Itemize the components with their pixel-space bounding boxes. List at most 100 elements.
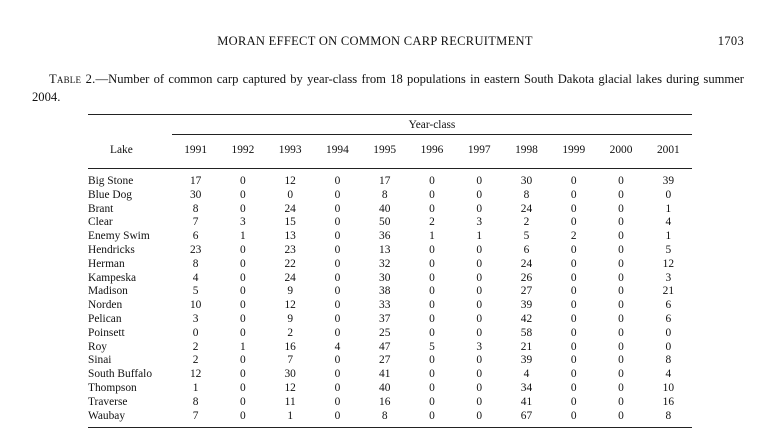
count-cell: 10 (662, 381, 675, 394)
count-cell: 40 (379, 202, 391, 215)
count-cell: 0 (618, 395, 624, 408)
count-cell: 0 (570, 340, 577, 353)
count-cell: 0 (429, 175, 435, 187)
count-cell: 0 (476, 285, 483, 298)
count-cell: 0 (240, 285, 246, 298)
count-cell: 3 (476, 216, 483, 229)
count-cell: 30 (520, 175, 533, 187)
count-cell: 0 (476, 299, 483, 312)
table-body: Big Stone 17 0 12 0 17 0 0 30 0 0 39 Blue Dog 30 0 0 0 8 0… (88, 175, 692, 423)
count-cell: 0 (618, 312, 624, 325)
count-cell: 11 (284, 395, 296, 408)
count-cell: 0 (334, 243, 341, 256)
count-cell: 0 (240, 299, 246, 312)
count-cell: 17 (189, 175, 202, 187)
count-cell: 8 (192, 202, 199, 215)
count-cell: 0 (618, 216, 624, 229)
count-cell: 0 (429, 299, 435, 312)
count-cell: 0 (240, 354, 246, 367)
count-cell: 0 (240, 188, 246, 201)
header-group-row: Year-class (88, 115, 693, 135)
lake-name-cell: Poinsett (88, 326, 125, 339)
count-cell: 8 (381, 188, 388, 201)
count-cell: 0 (570, 271, 577, 284)
year-column-header: 1994 (326, 144, 349, 156)
count-cell: 27 (379, 354, 391, 367)
lake-column-header: Lake (110, 143, 133, 156)
count-cell: 0 (570, 312, 577, 325)
count-cell: 2 (287, 326, 294, 339)
count-cell: 0 (334, 299, 341, 312)
count-cell: 3 (192, 312, 199, 325)
count-cell: 23 (189, 243, 202, 256)
count-cell: 2 (570, 230, 577, 243)
count-cell: 8 (523, 188, 530, 201)
count-cell: 0 (476, 243, 483, 256)
year-column-header: 2001 (656, 144, 680, 156)
count-cell: 0 (618, 299, 624, 312)
year-column-header: 1998 (515, 144, 538, 156)
count-cell: 0 (570, 326, 577, 339)
count-cell: 0 (429, 257, 435, 270)
table-row: Kampeska 4 0 24 0 30 0 0 26 0 0 3 (88, 272, 692, 286)
count-cell: 0 (618, 188, 624, 201)
count-cell: 0 (429, 354, 435, 367)
count-cell: 2 (523, 216, 530, 229)
count-cell: 0 (334, 257, 341, 270)
count-cell: 0 (570, 409, 577, 422)
count-cell: 39 (662, 175, 675, 187)
running-head-title: MORAN EFFECT ON COMMON CARP RECRUITMENT (217, 34, 533, 48)
count-cell: 24 (284, 202, 296, 215)
count-cell: 36 (379, 230, 391, 243)
count-cell: 0 (240, 202, 246, 215)
count-cell: 0 (429, 285, 435, 298)
lake-name-cell: Blue Dog (88, 188, 132, 201)
count-cell: 0 (476, 271, 483, 284)
count-cell: 4 (665, 368, 672, 381)
count-cell: 2 (429, 216, 435, 229)
count-cell: 24 (284, 271, 296, 284)
count-cell: 30 (379, 271, 391, 284)
count-cell: 34 (520, 381, 533, 394)
page-number: 1703 (717, 34, 744, 48)
count-cell: 0 (334, 216, 341, 229)
count-cell: 24 (520, 202, 533, 215)
table-row: Clear 7 3 15 0 50 2 3 2 0 0 4 (88, 216, 692, 230)
count-cell: 0 (476, 354, 483, 367)
count-cell: 0 (618, 202, 624, 215)
count-cell: 3 (665, 271, 672, 284)
count-cell: 0 (240, 381, 246, 394)
count-cell: 58 (520, 326, 533, 339)
count-cell: 5 (192, 285, 199, 298)
count-cell: 0 (618, 409, 624, 422)
lake-name-cell: Traverse (88, 395, 128, 408)
table-row: Big Stone 17 0 12 0 17 0 0 30 0 0 39 (88, 175, 692, 189)
table-row: Madison 5 0 9 0 38 0 0 27 0 0 21 (88, 285, 692, 299)
table-caption: Table 2.—Number of common carp captured … (32, 70, 744, 106)
table-row: Pelican 3 0 9 0 37 0 0 42 0 0 6 (88, 313, 692, 327)
count-cell: 0 (570, 285, 577, 298)
count-cell: 0 (334, 381, 341, 394)
count-cell: 13 (379, 243, 391, 256)
count-cell: 0 (618, 271, 624, 284)
count-cell: 41 (520, 395, 533, 408)
count-cell: 0 (429, 312, 435, 325)
count-cell: 2 (192, 340, 199, 353)
count-cell: 0 (476, 409, 483, 422)
count-cell: 21 (520, 340, 533, 353)
count-cell: 16 (662, 395, 675, 408)
count-cell: 12 (284, 299, 296, 312)
count-cell: 0 (334, 271, 341, 284)
count-cell: 33 (379, 299, 391, 312)
lake-name-cell: Waubay (88, 409, 126, 422)
count-cell: 16 (379, 395, 391, 408)
lake-name-cell: Sinai (88, 354, 112, 367)
count-cell: 12 (189, 368, 202, 381)
lake-name-cell: Norden (88, 299, 123, 312)
count-cell: 2 (192, 354, 199, 367)
count-cell: 38 (379, 285, 391, 298)
count-cell: 5 (429, 340, 435, 353)
count-cell: 0 (618, 381, 624, 394)
year-column-header: 1999 (562, 144, 586, 156)
count-cell: 37 (379, 312, 391, 325)
